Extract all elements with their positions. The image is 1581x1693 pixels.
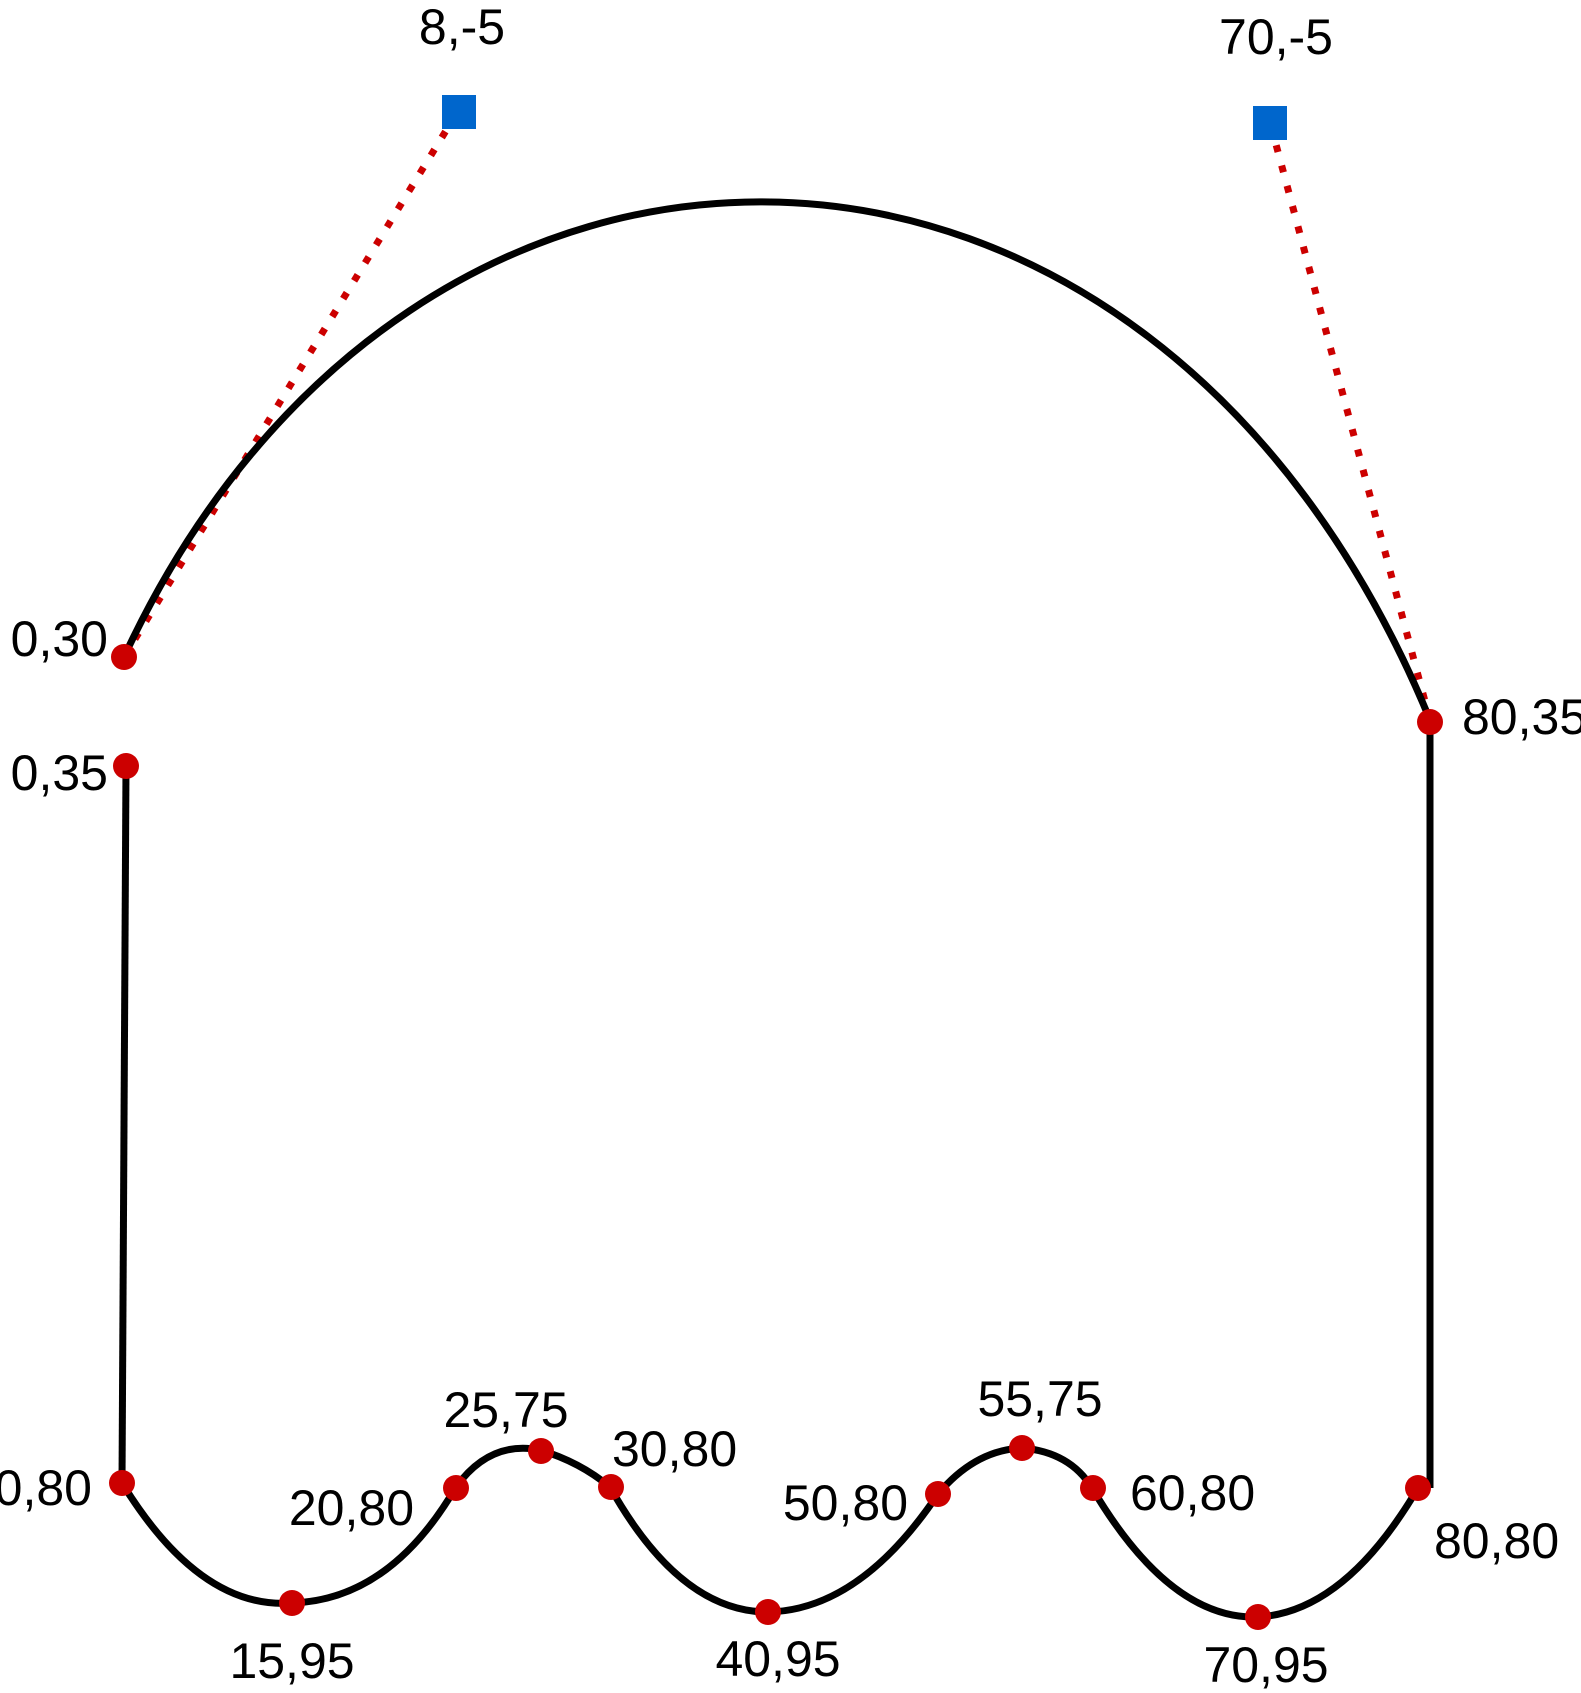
point-label-60-80: 60,80 — [1130, 1465, 1255, 1521]
point-label-15-95: 15,95 — [229, 1633, 354, 1689]
point-55-75[interactable] — [1009, 1435, 1035, 1461]
point-30-80[interactable] — [598, 1474, 624, 1500]
point-label-0-80: 0,80 — [0, 1460, 92, 1516]
point-label-80-35: 80,35 — [1462, 689, 1581, 745]
point-label-70-95: 70,95 — [1203, 1637, 1328, 1693]
guide-line-left — [121, 109, 461, 659]
point-15-95[interactable] — [279, 1590, 305, 1616]
top-arc — [120, 198, 1434, 722]
point-0-30[interactable] — [111, 644, 137, 670]
point-label-0-30: 0,30 — [11, 611, 108, 667]
point-label-55-75: 55,75 — [977, 1371, 1102, 1427]
control-point-8-m5[interactable] — [442, 95, 476, 129]
point-label-20-80: 20,80 — [289, 1480, 414, 1536]
point-80-80[interactable] — [1405, 1475, 1431, 1501]
point-label-0-35: 0,35 — [11, 745, 108, 801]
point-label-50-80: 50,80 — [783, 1475, 908, 1531]
point-70-95[interactable] — [1245, 1604, 1271, 1630]
control-label-8-m5: 8,-5 — [419, 0, 505, 55]
point-0-80[interactable] — [109, 1470, 135, 1496]
point-60-80[interactable] — [1080, 1475, 1106, 1501]
point-label-80-80: 80,80 — [1434, 1513, 1559, 1569]
point-label-30-80: 30,80 — [612, 1421, 737, 1477]
point-40-95[interactable] — [755, 1599, 781, 1625]
point-label-40-95: 40,95 — [715, 1631, 840, 1687]
point-0-35[interactable] — [113, 753, 139, 779]
point-50-80[interactable] — [925, 1481, 951, 1507]
guide-line-right — [1266, 121, 1434, 721]
left-side-line — [118, 765, 130, 1484]
point-80-35[interactable] — [1417, 709, 1443, 735]
control-label-70-m5: 70,-5 — [1219, 9, 1333, 65]
point-20-80[interactable] — [443, 1475, 469, 1501]
point-label-25-75: 25,75 — [443, 1382, 568, 1438]
control-point-70-m5[interactable] — [1253, 106, 1287, 140]
point-25-75[interactable] — [528, 1438, 554, 1464]
